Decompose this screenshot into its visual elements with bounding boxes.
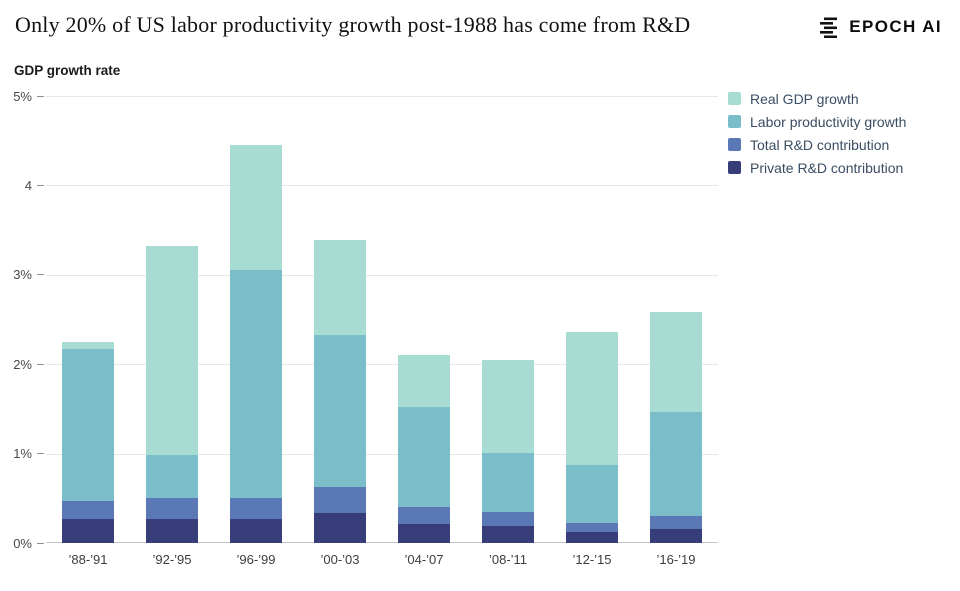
plot-area bbox=[46, 96, 718, 543]
bar-segment bbox=[230, 270, 282, 543]
y-tick-mark bbox=[37, 542, 44, 544]
y-tick-label: 5% bbox=[13, 88, 32, 104]
legend-swatch bbox=[728, 138, 741, 151]
legend-label: Private R&D contribution bbox=[750, 159, 904, 176]
epoch-ai-logo-icon bbox=[819, 16, 841, 38]
y-tick-label: 3% bbox=[13, 267, 32, 283]
legend-item: Real GDP growth bbox=[728, 87, 906, 110]
x-tick-label: ’04-’07 bbox=[404, 552, 444, 567]
y-tick-label: 4 bbox=[24, 177, 32, 193]
brand-lockup: EPOCH AI bbox=[819, 16, 942, 38]
bar-segment bbox=[314, 512, 366, 543]
x-tick-label: ’16-’19 bbox=[656, 552, 696, 567]
bar-segment bbox=[482, 526, 534, 543]
legend: Real GDP growth Labor productivity growth… bbox=[728, 87, 906, 179]
legend-item: Labor productivity growth bbox=[728, 110, 906, 133]
y-tick: 3% bbox=[0, 266, 44, 284]
gridline bbox=[46, 185, 718, 187]
y-tick-mark bbox=[37, 363, 44, 365]
y-tick: 0% bbox=[0, 534, 44, 552]
gridline bbox=[46, 274, 718, 276]
y-tick-mark bbox=[37, 274, 44, 276]
legend-swatch bbox=[728, 92, 741, 105]
gridline bbox=[46, 453, 718, 455]
y-tick-label: 2% bbox=[13, 356, 32, 372]
x-tick-label: ’96-’99 bbox=[236, 552, 276, 567]
bar-segment bbox=[146, 518, 198, 543]
gridline bbox=[46, 542, 718, 543]
y-tick-label: 0% bbox=[13, 535, 32, 551]
x-tick-label: ’00-’03 bbox=[320, 552, 360, 567]
bar-segment bbox=[62, 518, 114, 543]
bar-segment bbox=[566, 532, 618, 543]
y-tick: 5% bbox=[0, 87, 44, 105]
y-tick: 2% bbox=[0, 355, 44, 373]
x-tick-label: ’12-’15 bbox=[572, 552, 612, 567]
x-tick-label: ’08-’11 bbox=[488, 552, 528, 567]
y-tick: 1% bbox=[0, 445, 44, 463]
bar-segment bbox=[650, 528, 702, 543]
legend-label: Total R&D contribution bbox=[750, 136, 890, 153]
legend-label: Labor productivity growth bbox=[750, 113, 907, 130]
legend-swatch bbox=[728, 115, 741, 128]
y-tick-mark bbox=[37, 184, 44, 186]
legend-item: Private R&D contribution bbox=[728, 156, 906, 179]
page-title: Only 20% of US labor productivity growth… bbox=[15, 12, 691, 37]
bar-segment bbox=[230, 518, 282, 543]
legend-label: Real GDP growth bbox=[750, 90, 859, 107]
x-tick-label: ’88-’91 bbox=[68, 552, 108, 567]
y-axis-title: GDP growth rate bbox=[14, 63, 121, 78]
y-tick-mark bbox=[37, 95, 44, 97]
y-tick: 4 bbox=[0, 176, 44, 194]
gridline bbox=[46, 96, 718, 97]
legend-swatch bbox=[728, 161, 741, 174]
x-tick-label: ’92-’95 bbox=[152, 552, 192, 567]
legend-item: Total R&D contribution bbox=[728, 133, 906, 156]
bar-segment bbox=[398, 524, 450, 543]
y-tick-mark bbox=[37, 453, 44, 455]
brand-name: EPOCH AI bbox=[849, 17, 942, 36]
y-tick-label: 1% bbox=[13, 446, 32, 462]
gridline bbox=[46, 364, 718, 366]
